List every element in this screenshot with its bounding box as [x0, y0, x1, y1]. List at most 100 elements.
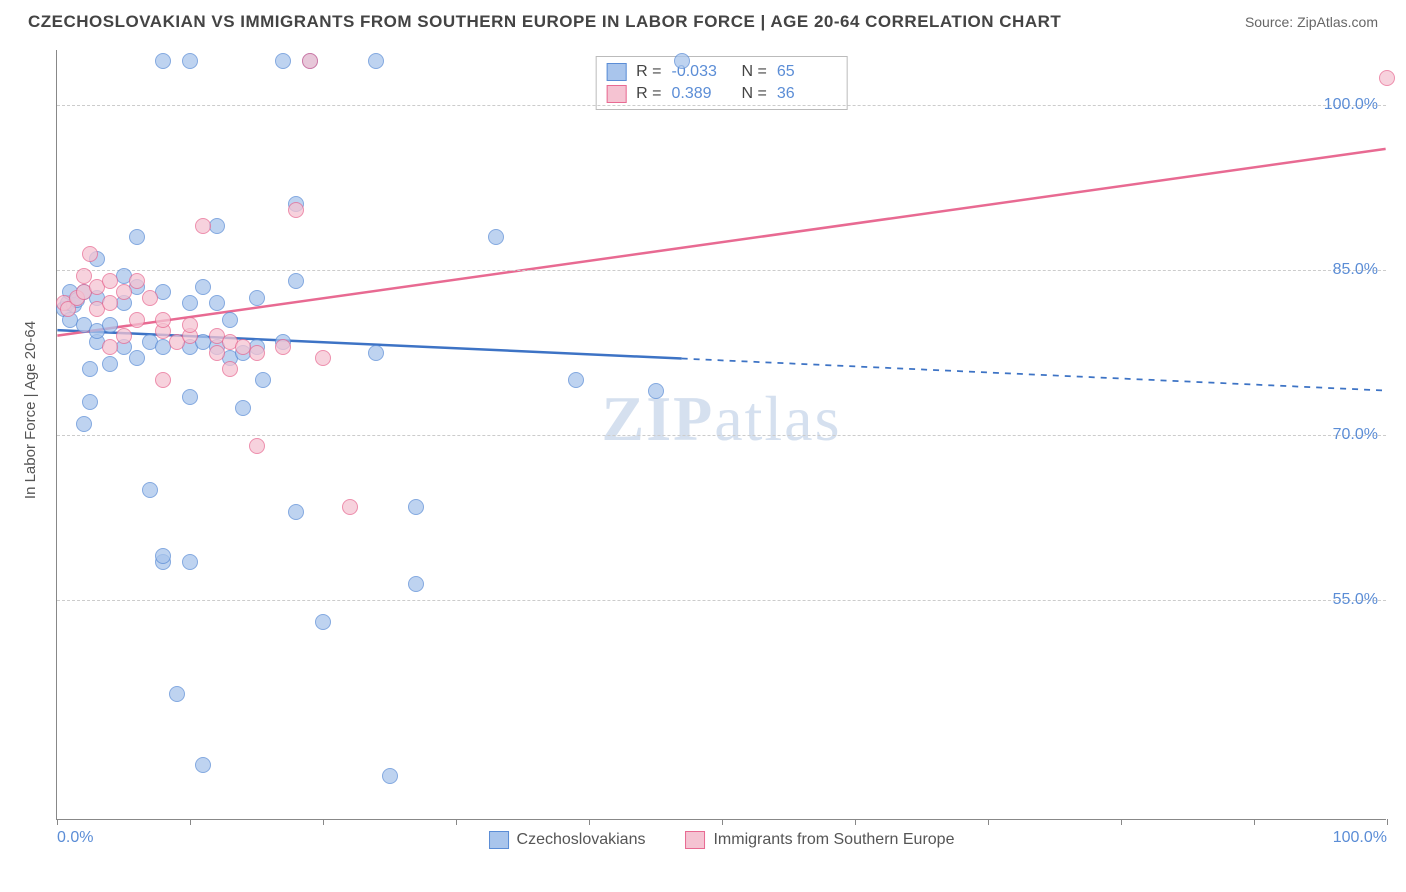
- scatter-marker: [648, 383, 664, 399]
- n-label-1: N =: [742, 85, 767, 103]
- gridline-h: [57, 600, 1386, 601]
- scatter-marker: [368, 345, 384, 361]
- scatter-marker: [195, 218, 211, 234]
- scatter-marker: [182, 53, 198, 69]
- scatter-marker: [102, 339, 118, 355]
- scatter-marker: [116, 328, 132, 344]
- scatter-marker: [249, 345, 265, 361]
- scatter-marker: [82, 361, 98, 377]
- y-axis-label: In Labor Force | Age 20-64: [22, 321, 39, 499]
- n-value-0: 65: [777, 63, 837, 81]
- n-label-0: N =: [742, 63, 767, 81]
- scatter-marker: [488, 229, 504, 245]
- scatter-marker: [169, 686, 185, 702]
- scatter-marker: [302, 53, 318, 69]
- y-tick-label: 70.0%: [1333, 426, 1378, 444]
- scatter-marker: [102, 295, 118, 311]
- scatter-marker: [1379, 70, 1395, 86]
- scatter-marker: [275, 339, 291, 355]
- scatter-marker: [674, 53, 690, 69]
- legend-correlation: R = -0.033 N = 65 R = 0.389 N = 36: [595, 56, 848, 110]
- scatter-marker: [129, 229, 145, 245]
- n-value-1: 36: [777, 85, 837, 103]
- scatter-marker: [76, 268, 92, 284]
- scatter-marker: [222, 361, 238, 377]
- watermark-atlas: atlas: [714, 383, 841, 454]
- x-tick-label: 0.0%: [57, 829, 93, 847]
- x-tick: [190, 819, 191, 825]
- x-tick: [1121, 819, 1122, 825]
- r-label-1: R =: [636, 85, 661, 103]
- scatter-marker: [142, 482, 158, 498]
- x-tick: [57, 819, 58, 825]
- scatter-marker: [182, 295, 198, 311]
- legend-series-item-0: Czechoslovakians: [489, 831, 646, 849]
- legend-swatch-0: [606, 63, 626, 81]
- x-tick: [855, 819, 856, 825]
- scatter-marker: [76, 416, 92, 432]
- scatter-marker: [315, 350, 331, 366]
- scatter-marker: [102, 356, 118, 372]
- x-tick: [1387, 819, 1388, 825]
- legend-series-label-0: Czechoslovakians: [517, 831, 646, 849]
- scatter-marker: [182, 389, 198, 405]
- legend-row-1: R = 0.389 N = 36: [606, 83, 837, 105]
- scatter-marker: [209, 295, 225, 311]
- scatter-marker: [209, 345, 225, 361]
- scatter-marker: [249, 438, 265, 454]
- scatter-marker: [142, 290, 158, 306]
- scatter-marker: [155, 548, 171, 564]
- scatter-marker: [155, 53, 171, 69]
- chart-source: Source: ZipAtlas.com: [1245, 14, 1378, 30]
- trend-line-solid: [57, 149, 1385, 336]
- scatter-marker: [315, 614, 331, 630]
- scatter-marker: [129, 273, 145, 289]
- watermark: ZIPatlas: [602, 382, 842, 456]
- x-tick: [323, 819, 324, 825]
- x-tick: [1254, 819, 1255, 825]
- trend-line-dashed: [682, 359, 1386, 391]
- legend-row-0: R = -0.033 N = 65: [606, 61, 837, 83]
- scatter-marker: [408, 499, 424, 515]
- scatter-marker: [288, 273, 304, 289]
- scatter-marker: [116, 284, 132, 300]
- x-tick: [589, 819, 590, 825]
- legend-series-item-1: Immigrants from Southern Europe: [685, 831, 954, 849]
- y-tick-label: 85.0%: [1333, 261, 1378, 279]
- scatter-marker: [288, 202, 304, 218]
- y-tick-label: 55.0%: [1333, 591, 1378, 609]
- scatter-marker: [129, 312, 145, 328]
- scatter-marker: [249, 290, 265, 306]
- scatter-marker: [102, 273, 118, 289]
- x-tick-label: 100.0%: [1333, 829, 1387, 847]
- scatter-marker: [195, 757, 211, 773]
- gridline-h: [57, 105, 1386, 106]
- scatter-marker: [368, 53, 384, 69]
- r-value-1: 0.389: [672, 85, 732, 103]
- chart-header: CZECHOSLOVAKIAN VS IMMIGRANTS FROM SOUTH…: [0, 0, 1406, 38]
- scatter-marker: [82, 394, 98, 410]
- legend-series-swatch-0: [489, 831, 509, 849]
- plot-area: ZIPatlas R = -0.033 N = 65 R = 0.389 N =…: [56, 50, 1386, 820]
- x-tick: [722, 819, 723, 825]
- scatter-marker: [182, 554, 198, 570]
- scatter-marker: [222, 312, 238, 328]
- scatter-marker: [568, 372, 584, 388]
- y-tick-label: 100.0%: [1324, 96, 1378, 114]
- scatter-marker: [382, 768, 398, 784]
- legend-swatch-1: [606, 85, 626, 103]
- legend-series-label-1: Immigrants from Southern Europe: [713, 831, 954, 849]
- scatter-marker: [129, 350, 145, 366]
- legend-series: Czechoslovakians Immigrants from Souther…: [489, 831, 955, 849]
- scatter-marker: [342, 499, 358, 515]
- scatter-marker: [288, 504, 304, 520]
- x-tick: [456, 819, 457, 825]
- scatter-marker: [195, 279, 211, 295]
- gridline-h: [57, 270, 1386, 271]
- scatter-marker: [82, 246, 98, 262]
- gridline-h: [57, 435, 1386, 436]
- scatter-marker: [182, 317, 198, 333]
- x-tick: [988, 819, 989, 825]
- chart-title: CZECHOSLOVAKIAN VS IMMIGRANTS FROM SOUTH…: [28, 12, 1061, 32]
- scatter-marker: [102, 317, 118, 333]
